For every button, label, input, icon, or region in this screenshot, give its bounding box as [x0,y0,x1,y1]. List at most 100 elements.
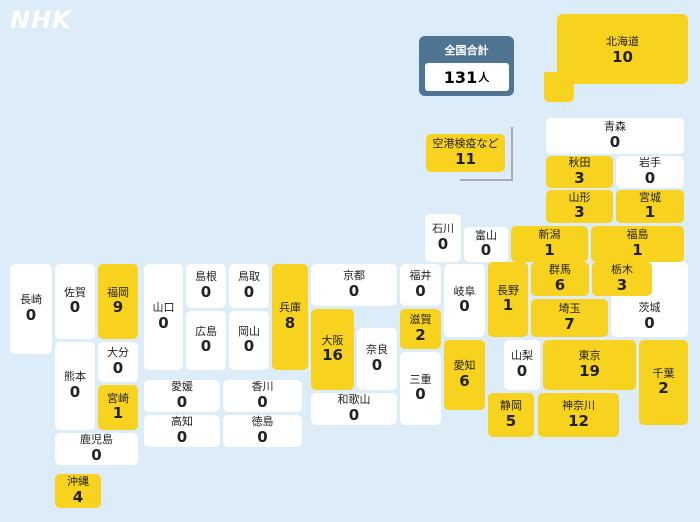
pref-nara[interactable]: 奈良 0 [357,328,397,390]
pref-saga-name: 佐賀 [64,285,86,299]
pref-osaka-value: 16 [322,346,343,365]
nhk-logo: NHK [10,6,72,34]
pref-saitama[interactable]: 埼玉 7 [531,299,608,337]
pref-gifu-name: 岐阜 [453,284,476,298]
pref-tokushima[interactable]: 徳島 0 [223,415,302,447]
pref-okayama-name: 岡山 [238,324,260,338]
pref-nagano[interactable]: 長野 1 [488,262,528,337]
pref-fukushima[interactable]: 福島 1 [591,226,684,262]
pref-niigata[interactable]: 新潟 1 [511,226,588,262]
pref-kumamoto-value: 0 [69,382,81,401]
pref-mie[interactable]: 三重 0 [400,352,441,425]
airport-bracket-line-v [511,127,513,181]
pref-saga-value: 0 [69,298,81,317]
pref-tokyo-name: 東京 [578,349,601,363]
pref-nagano-value: 1 [502,296,514,315]
pref-miyagi-value: 1 [644,203,656,222]
pref-hokkaido[interactable] [557,14,688,84]
pref-yamaguchi[interactable]: 山口 0 [144,264,183,370]
pref-ishikawa-name: 石川 [432,222,454,236]
pref-ehime-value: 0 [176,392,188,411]
pref-tokyo[interactable]: 東京 19 [543,340,636,390]
pref-kanagawa-value: 12 [568,411,589,430]
pref-tottori[interactable]: 鳥取 0 [229,264,269,308]
pref-hyogo[interactable]: 兵庫 8 [272,264,308,370]
pref-tokushima-name: 徳島 [251,415,274,429]
pref-hyogo-value: 8 [284,313,296,332]
pref-yamanashi-name: 山梨 [511,349,533,363]
pref-shizuoka[interactable]: 静岡 5 [488,393,534,437]
pref-kyoto-value: 0 [348,281,360,300]
pref-kochi[interactable]: 高知 0 [144,415,220,447]
pref-kyoto[interactable]: 京都 0 [311,264,397,306]
pref-mie-name: 三重 [409,372,432,386]
pref-ibaraki-value: 0 [644,313,655,332]
pref-kumamoto-name: 熊本 [64,370,86,384]
pref-kyoto-name: 京都 [343,269,365,283]
pref-hyogo-name: 兵庫 [279,301,301,315]
national-total-value: 131 [443,67,478,87]
pref-ehime-name: 愛媛 [171,380,193,394]
pref-shimane[interactable]: 島根 0 [186,264,226,308]
pref-fukushima-name: 福島 [626,228,649,242]
pref-aomori[interactable]: 青森 0 [546,118,684,154]
pref-chiba[interactable]: 千葉 2 [639,340,688,425]
pref-yamanashi[interactable]: 山梨 0 [504,340,540,390]
pref-ishikawa[interactable]: 石川 0 [425,214,461,262]
pref-gunma[interactable]: 群馬 6 [531,262,589,296]
pref-ibaraki-text: 茨城 0 [611,301,688,332]
pref-shimane-value: 0 [200,282,212,301]
pref-kagoshima-value: 0 [91,445,102,464]
pref-fukui[interactable]: 福井 0 [400,264,441,306]
pref-miyazaki[interactable]: 宮崎 1 [98,385,138,430]
pref-okinawa[interactable]: 沖縄 4 [55,474,101,508]
national-total-label: 全国合計 [444,44,489,57]
pref-okinawa-value: 4 [72,487,84,506]
pref-aichi[interactable]: 愛知 6 [444,340,485,410]
pref-okayama[interactable]: 岡山 0 [229,311,269,370]
pref-ishikawa-value: 0 [437,234,449,253]
pref-hiroshima-value: 0 [200,337,212,356]
pref-nagasaki-name: 長崎 [20,293,42,307]
pref-okayama-value: 0 [243,337,255,356]
pref-osaka[interactable]: 大阪 16 [311,309,354,390]
pref-shizuoka-name: 静岡 [500,399,522,413]
pref-shimane-name: 島根 [195,270,217,284]
pref-shiga-value: 2 [415,325,426,344]
pref-chiba-name: 千葉 [652,366,675,380]
pref-niigata-name: 新潟 [538,228,561,242]
airport-quarantine-tile[interactable]: 空港検疫など 11 [426,134,505,172]
pref-toyama[interactable]: 富山 0 [464,227,508,262]
pref-gifu[interactable]: 岐阜 0 [444,264,485,337]
pref-kanagawa-name: 神奈川 [562,399,595,413]
pref-aomori-name: 青森 [604,120,626,134]
pref-hiroshima[interactable]: 広島 0 [186,311,226,370]
pref-aichi-name: 愛知 [453,359,476,373]
pref-miyagi[interactable]: 宮城 1 [616,190,684,223]
pref-iwate[interactable]: 岩手 0 [616,156,684,188]
pref-kagoshima[interactable]: 鹿児島 0 [55,433,138,465]
pref-hokkaido-tail [544,72,574,102]
pref-akita[interactable]: 秋田 3 [546,156,613,188]
pref-yamagata[interactable]: 山形 3 [546,190,613,223]
pref-nara-name: 奈良 [366,343,388,357]
pref-wakayama[interactable]: 和歌山 0 [311,393,397,425]
pref-ehime[interactable]: 愛媛 0 [144,380,220,412]
pref-toyama-value: 0 [480,241,492,260]
pref-yamagata-value: 3 [574,203,585,222]
pref-kochi-value: 0 [176,427,188,446]
pref-tochigi-value-2: 3 [616,275,628,294]
pref-fukushima-value: 1 [632,240,643,259]
pref-kumamoto[interactable]: 熊本 0 [55,342,95,430]
pref-shiga[interactable]: 滋賀 2 [400,309,441,349]
pref-saga[interactable]: 佐賀 0 [55,264,95,339]
pref-wakayama-value: 0 [348,405,360,424]
pref-oita[interactable]: 大分 0 [98,342,138,382]
pref-gunma-value: 6 [554,275,566,294]
pref-kanagawa[interactable]: 神奈川 12 [538,393,619,437]
pref-wakayama-name: 和歌山 [337,393,371,407]
pref-kagawa[interactable]: 香川 0 [223,380,302,412]
pref-fukuoka[interactable]: 福岡 9 [98,264,138,339]
pref-nagasaki[interactable]: 長崎 0 [10,264,52,354]
pref-okinawa-name: 沖縄 [67,475,89,489]
